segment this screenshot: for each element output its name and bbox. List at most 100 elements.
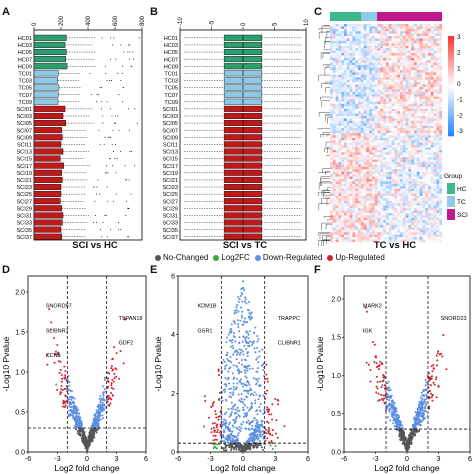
heatmap-cell [369, 203, 373, 206]
heatmap-cell [377, 108, 381, 112]
heatmap-cell [414, 128, 417, 131]
heatmap-cell [383, 65, 387, 68]
heatmap-cell [436, 149, 440, 153]
heatmap-cell [428, 28, 431, 32]
panel-d-gene-label: GDF2 [118, 341, 133, 347]
heatmap-cell [408, 118, 412, 121]
heatmap-cell [436, 135, 440, 138]
heatmap-cell [391, 103, 395, 107]
heatmap-cell [338, 205, 342, 209]
heatmap-cell [341, 28, 345, 32]
panel-d-point [72, 417, 75, 420]
heatmap-cell [391, 120, 395, 124]
heatmap-cell [332, 33, 336, 37]
heatmap-cell [383, 108, 387, 112]
heatmap-cell [386, 176, 389, 180]
heatmap-cell [383, 96, 387, 100]
heatmap-cell [372, 237, 375, 240]
heatmap-cell [346, 220, 350, 223]
heatmap-cell [439, 193, 443, 197]
heatmap-cell [411, 38, 415, 42]
heatmap-cell [397, 116, 401, 119]
heatmap-cell [414, 215, 417, 218]
heatmap-cell [363, 89, 367, 92]
heatmap-cell [341, 195, 345, 199]
heatmap-cell [391, 193, 395, 197]
heatmap-cell [346, 33, 350, 37]
heatmap-cell [360, 53, 364, 56]
heatmap-cell [369, 171, 373, 175]
heatmap-cell [400, 118, 403, 121]
heatmap-cell [366, 135, 370, 138]
heatmap-cell [416, 106, 420, 109]
heatmap-cell [332, 53, 336, 56]
heatmap-cell [366, 108, 370, 112]
heatmap-cell [352, 145, 356, 148]
heatmap-cell [383, 123, 387, 126]
panel-b-category-label: SCI33 [162, 221, 178, 227]
heatmap-cell [344, 99, 347, 102]
heatmap-cell [433, 220, 437, 223]
heatmap-cell [397, 118, 401, 121]
heatmap-cell [416, 89, 420, 92]
heatmap-cell [386, 62, 389, 66]
heatmap-cell [414, 142, 417, 146]
heatmap-cell [341, 106, 345, 109]
heatmap-cell [408, 174, 412, 177]
heatmap-cell [360, 120, 364, 124]
panel-a-outlier [118, 229, 120, 231]
heatmap-cell [330, 123, 333, 126]
heatmap-cell [352, 57, 356, 61]
heatmap-cell [425, 220, 429, 223]
heatmap-cell [386, 174, 389, 177]
panel-a-outlier [94, 214, 96, 216]
panel-d-point [76, 418, 79, 421]
heatmap-cell [380, 113, 384, 117]
heatmap-cell [433, 195, 437, 199]
heatmap-cell [344, 72, 347, 75]
heatmap-cell [352, 89, 356, 92]
heatmap-cell [360, 84, 364, 88]
heatmap-cell [430, 164, 434, 168]
heatmap-cell [386, 72, 389, 75]
heatmap-cell [419, 86, 423, 90]
heatmap-cell [425, 84, 429, 88]
heatmap-cell [360, 174, 364, 177]
heatmap-cell [363, 74, 367, 78]
heatmap-cell [425, 36, 429, 39]
heatmap-cell [349, 174, 353, 177]
heatmap-cell [366, 118, 370, 121]
heatmap-cell [366, 179, 370, 182]
heatmap-cell [402, 205, 406, 209]
panel-a-box [33, 56, 66, 63]
heatmap-cell [341, 45, 345, 49]
heatmap-cell [369, 33, 373, 37]
heatmap-cell [360, 55, 364, 59]
heatmap-cell [369, 234, 373, 238]
heatmap-cell [338, 149, 342, 153]
heatmap-cell [402, 212, 406, 216]
heatmap-cell [380, 86, 384, 90]
heatmap-cell [402, 113, 406, 117]
heatmap-cell [363, 215, 367, 218]
heatmap-cell [374, 198, 378, 201]
heatmap-cell [386, 229, 389, 233]
heatmap-cell [425, 72, 429, 75]
heatmap-cell [380, 157, 384, 160]
heatmap-cell [391, 130, 395, 134]
heatmap-cell [436, 225, 440, 228]
heatmap-cell [332, 193, 336, 197]
heatmap-cell [414, 171, 417, 175]
heatmap-cell [374, 101, 378, 105]
heatmap-cell [388, 212, 392, 216]
panel-d-point [94, 427, 97, 430]
heatmap-cell [397, 120, 401, 124]
heatmap-cell [439, 120, 443, 124]
panel-d-point [54, 350, 57, 353]
heatmap-cell [335, 57, 339, 61]
heatmap-cell [428, 24, 431, 27]
panel-d-point [101, 401, 104, 404]
heatmap-cell [332, 36, 336, 39]
heatmap-cell [344, 198, 347, 201]
heatmap-cell [422, 205, 426, 209]
